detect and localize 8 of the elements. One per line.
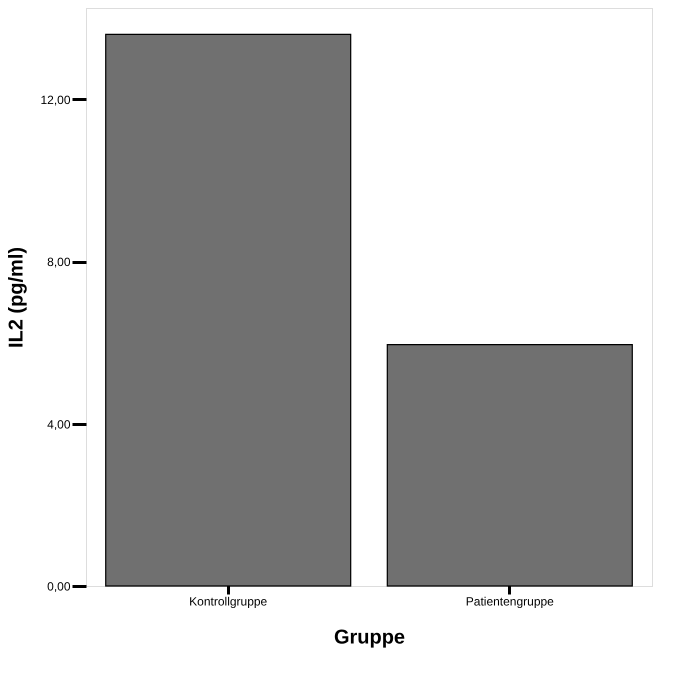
x-tick-label: Patientengruppe <box>466 594 554 608</box>
y-tick-label: 12,00 <box>40 92 71 107</box>
x-axis-title: Gruppe <box>334 626 406 648</box>
y-tick-label: 4,00 <box>47 417 71 432</box>
x-tick-label: Kontrollgruppe <box>189 594 268 608</box>
y-tick-label: 8,00 <box>47 255 71 270</box>
y-tick-label: 0,00 <box>47 580 71 594</box>
y-axis-title: IL2 (pg/ml) <box>5 246 28 348</box>
